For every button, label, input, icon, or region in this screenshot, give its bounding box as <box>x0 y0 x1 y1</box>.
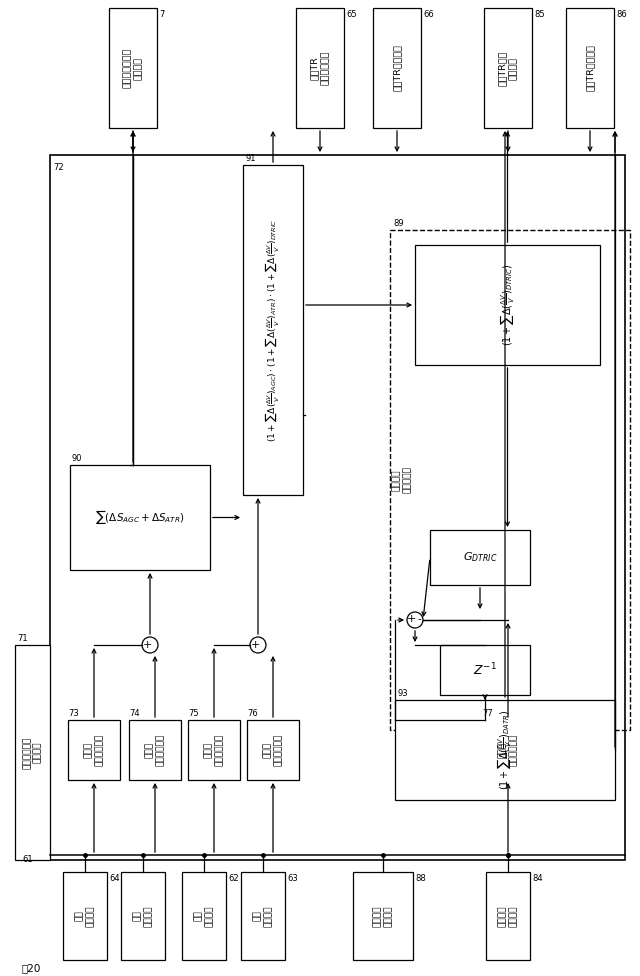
Bar <box>430 530 530 585</box>
Text: 63: 63 <box>287 874 298 883</box>
Text: 64: 64 <box>109 874 120 883</box>
Text: 入側TR制御装置: 入側TR制御装置 <box>392 45 401 92</box>
Text: 73: 73 <box>68 709 79 718</box>
Bar <box>395 700 615 800</box>
Bar <box>50 155 625 860</box>
Text: +: + <box>142 640 152 650</box>
Text: 出側張力
非干渉制御: 出側張力 非干渉制御 <box>392 467 412 494</box>
Text: 図20: 図20 <box>22 963 42 973</box>
Circle shape <box>142 637 158 653</box>
Text: ロールギャップ
制御装置: ロールギャップ 制御装置 <box>124 48 143 88</box>
Text: 86: 86 <box>616 10 627 19</box>
Text: $G_{DTRIC}$: $G_{DTRIC}$ <box>463 550 497 564</box>
Bar <box>121 872 165 960</box>
Text: 90: 90 <box>72 454 83 463</box>
Bar <box>182 872 226 960</box>
Bar <box>109 8 157 128</box>
Text: 75: 75 <box>188 709 198 718</box>
Text: 最適制御方法
決定装置: 最適制御方法 決定装置 <box>23 736 42 769</box>
Bar <box>296 8 344 128</box>
Text: 62: 62 <box>228 874 239 883</box>
Text: 85: 85 <box>534 10 545 19</box>
Bar <box>566 8 614 128</box>
Text: 72: 72 <box>53 163 63 172</box>
Bar <box>63 872 107 960</box>
Text: +: + <box>406 614 416 624</box>
Bar <box>353 872 413 960</box>
Text: 76: 76 <box>247 709 258 718</box>
Text: ゲイン
コントローラ: ゲイン コントローラ <box>204 734 224 766</box>
Text: $\sum(\Delta S_{AGC}+\Delta S_{ATR})$: $\sum(\Delta S_{AGC}+\Delta S_{ATR})$ <box>95 508 185 526</box>
Bar <box>188 720 240 780</box>
Text: 93: 93 <box>397 689 408 698</box>
Text: +: + <box>250 640 260 650</box>
Bar <box>241 872 285 960</box>
Bar <box>373 8 421 128</box>
Bar <box>440 645 530 695</box>
Text: 出側補正
判定装置: 出側補正 判定装置 <box>373 906 393 927</box>
Text: 圧下
板厘制御: 圧下 板厘制御 <box>76 906 95 927</box>
Text: 65: 65 <box>346 10 356 19</box>
Bar <box>15 645 50 860</box>
Text: $(1+\sum\Delta(\frac{\Delta V}{V})_{DATR})$: $(1+\sum\Delta(\frac{\Delta V}{V})_{DATR… <box>495 710 515 791</box>
Text: $(1+\sum\Delta(\frac{\Delta V}{V})_{AGC})\cdot(1+\sum\Delta(\frac{\Delta V}{V})_: $(1+\sum\Delta(\frac{\Delta V}{V})_{AGC}… <box>264 219 282 442</box>
Bar <box>68 720 120 780</box>
Text: -: - <box>417 614 420 624</box>
Text: 89: 89 <box>393 219 404 228</box>
Bar <box>486 872 530 960</box>
Text: 出側TR制御装置: 出側TR制御装置 <box>586 45 595 92</box>
Text: 7: 7 <box>159 10 164 19</box>
Text: 84: 84 <box>532 874 543 883</box>
Text: 速度
張力制御: 速度 張力制御 <box>253 906 273 927</box>
Bar <box>415 245 600 365</box>
Text: 66: 66 <box>423 10 434 19</box>
Text: 速度
板厘制御: 速度 板厘制御 <box>195 906 214 927</box>
Bar <box>70 465 210 570</box>
Text: $Z^{-1}$: $Z^{-1}$ <box>473 662 497 678</box>
Bar <box>129 720 181 780</box>
Bar <box>482 720 534 780</box>
Circle shape <box>407 612 423 628</box>
Text: 77: 77 <box>482 709 493 718</box>
Bar <box>484 8 532 128</box>
Bar <box>247 720 299 780</box>
Text: 入側TR
速度指令装置: 入側TR 速度指令装置 <box>310 51 330 85</box>
Text: ゲイン
コントローラ: ゲイン コントローラ <box>84 734 104 766</box>
Text: 圧下
張力制御: 圧下 張力制御 <box>133 906 153 927</box>
Text: ゲイン
コントローラ: ゲイン コントローラ <box>263 734 283 766</box>
Text: 61: 61 <box>22 856 33 865</box>
Text: 出側TR速度
指令装置: 出側TR速度 指令装置 <box>499 51 518 86</box>
Text: ゲイン
コントローラ: ゲイン コントローラ <box>499 734 518 766</box>
Text: 88: 88 <box>415 874 426 883</box>
Text: 71: 71 <box>17 634 28 643</box>
Text: 出側速度
張力制御: 出側速度 張力制御 <box>499 906 518 927</box>
Text: 74: 74 <box>129 709 140 718</box>
Bar <box>243 165 303 495</box>
Circle shape <box>250 637 266 653</box>
Text: $(1+\sum\Delta(\frac{\Delta V}{V})_{DTRIC})$: $(1+\sum\Delta(\frac{\Delta V}{V})_{DTRI… <box>498 264 517 346</box>
Bar <box>390 230 630 730</box>
Text: 91: 91 <box>245 154 255 163</box>
Text: ゲイン
コントローラ: ゲイン コントローラ <box>145 734 164 766</box>
